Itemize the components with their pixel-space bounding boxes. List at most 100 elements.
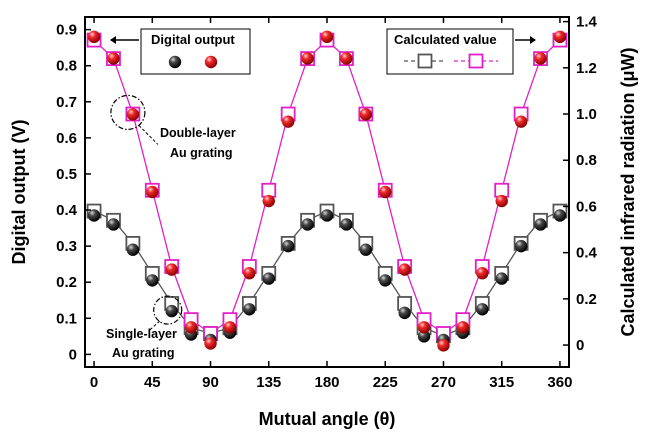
annotations: Double-layer Au grating Single-layer Au gra… bbox=[106, 94, 236, 360]
single-layer-label-line1: Single-layer bbox=[106, 327, 177, 341]
y2-tick-label: 0.2 bbox=[576, 291, 597, 308]
y-tick-label: 0.9 bbox=[56, 22, 77, 39]
measured-point bbox=[87, 30, 101, 44]
double-layer-label-line2: Au grating bbox=[170, 146, 233, 160]
x-axis-label: Mutual angle (θ) bbox=[259, 409, 396, 429]
measured-point bbox=[340, 218, 353, 231]
measured-point bbox=[534, 52, 547, 65]
measured-point bbox=[204, 337, 217, 350]
x-tick-label: 45 bbox=[144, 374, 161, 391]
calculated-line bbox=[93, 39, 561, 335]
measured-point bbox=[281, 239, 295, 253]
measured-point bbox=[146, 274, 159, 287]
single-layer-callout-line bbox=[149, 320, 161, 331]
measured-markers bbox=[87, 30, 567, 352]
y2-tick-label: 0.4 bbox=[576, 245, 598, 262]
y2-tick-label: 0.8 bbox=[576, 152, 597, 169]
measured-point bbox=[301, 218, 314, 231]
double-layer-label-line1: Double-layer bbox=[160, 126, 236, 140]
measured-point bbox=[398, 263, 411, 276]
calculated-point bbox=[261, 182, 277, 198]
measured-point bbox=[398, 306, 411, 320]
legend-arrow-head bbox=[110, 36, 116, 44]
calculated-lines bbox=[93, 39, 561, 337]
measured-point bbox=[417, 321, 431, 334]
x-tick-label: 360 bbox=[547, 374, 572, 391]
legend-magenta-square bbox=[468, 53, 484, 69]
measured-point bbox=[126, 243, 140, 256]
measured-point bbox=[553, 30, 567, 44]
y2-tick-label: 0.6 bbox=[576, 198, 597, 215]
x-tick-label: 180 bbox=[314, 374, 339, 391]
measured-point bbox=[301, 52, 314, 65]
y2-tick-label: 1.4 bbox=[576, 14, 598, 31]
calculated-line bbox=[93, 210, 561, 337]
y-tick-label: 0.8 bbox=[56, 58, 77, 75]
y-tick-label: 0.7 bbox=[56, 94, 77, 111]
measured-point bbox=[184, 321, 198, 334]
measured-point bbox=[514, 115, 528, 128]
measured-point bbox=[359, 108, 373, 121]
legends: Digital output Calculated value bbox=[110, 28, 536, 75]
single-layer-callout-circle bbox=[153, 295, 183, 325]
measured-point bbox=[243, 266, 256, 280]
measured-point bbox=[262, 194, 275, 208]
y-tick-label: 0.3 bbox=[56, 238, 77, 255]
measured-point bbox=[126, 108, 140, 121]
legend-right-box bbox=[386, 28, 514, 75]
measured-point bbox=[495, 272, 508, 285]
measured-point bbox=[476, 303, 489, 316]
measured-point bbox=[87, 209, 101, 222]
y-tick-label: 0.4 bbox=[56, 202, 78, 219]
measured-point bbox=[107, 218, 120, 231]
measured-point bbox=[107, 52, 120, 65]
x-tick-label: 225 bbox=[373, 374, 398, 391]
x-tick-label: 315 bbox=[489, 374, 514, 391]
measured-point bbox=[534, 218, 547, 231]
legend-arrow-head bbox=[530, 36, 536, 44]
legend-left-box bbox=[140, 28, 251, 75]
legend-left-label: Digital output bbox=[151, 32, 235, 47]
double-layer-callout-circle bbox=[110, 94, 146, 131]
calculated-markers bbox=[86, 32, 568, 344]
calculated-point bbox=[494, 182, 510, 198]
legend-red-marker bbox=[204, 55, 218, 69]
measured-point bbox=[340, 52, 353, 65]
measured-point bbox=[223, 321, 237, 334]
measured-point bbox=[553, 209, 567, 222]
double-layer-callout-line bbox=[138, 125, 159, 145]
measured-point bbox=[320, 209, 334, 222]
x-tick-label: 270 bbox=[431, 374, 456, 391]
y2-tick-label: 1.2 bbox=[576, 60, 597, 77]
y2-tick-label: 1.0 bbox=[576, 106, 597, 123]
measured-point bbox=[243, 303, 256, 316]
measured-point bbox=[165, 304, 178, 318]
legend-right-label: Calculated value bbox=[394, 32, 497, 47]
x-tick-label: 90 bbox=[202, 374, 219, 391]
measured-point bbox=[437, 339, 450, 352]
measured-point bbox=[417, 330, 431, 343]
measured-point bbox=[359, 243, 373, 256]
measured-point bbox=[281, 115, 295, 128]
y2-axis-label: Calculated infrared radiation (μW) bbox=[618, 47, 638, 336]
legend-black-marker bbox=[168, 55, 182, 69]
measured-point bbox=[262, 272, 275, 285]
measured-point bbox=[379, 185, 392, 199]
legend-gray-square bbox=[417, 53, 433, 69]
measured-point bbox=[379, 274, 392, 287]
y-tick-label: 0.1 bbox=[56, 310, 77, 327]
measured-point bbox=[514, 239, 528, 253]
y-tick-label: 0.5 bbox=[56, 166, 77, 183]
x-tick-label: 135 bbox=[256, 374, 281, 391]
measured-point bbox=[495, 194, 508, 208]
measured-point bbox=[476, 266, 489, 280]
y-axis-label: Digital output (V) bbox=[9, 120, 29, 265]
x-tick-label: 0 bbox=[90, 374, 98, 391]
y-tick-label: 0 bbox=[69, 346, 77, 363]
single-layer-label-line2: Au grating bbox=[112, 346, 175, 360]
measured-point bbox=[456, 321, 470, 334]
measured-point bbox=[320, 30, 334, 44]
measured-point bbox=[165, 263, 178, 276]
measured-point bbox=[146, 185, 159, 199]
